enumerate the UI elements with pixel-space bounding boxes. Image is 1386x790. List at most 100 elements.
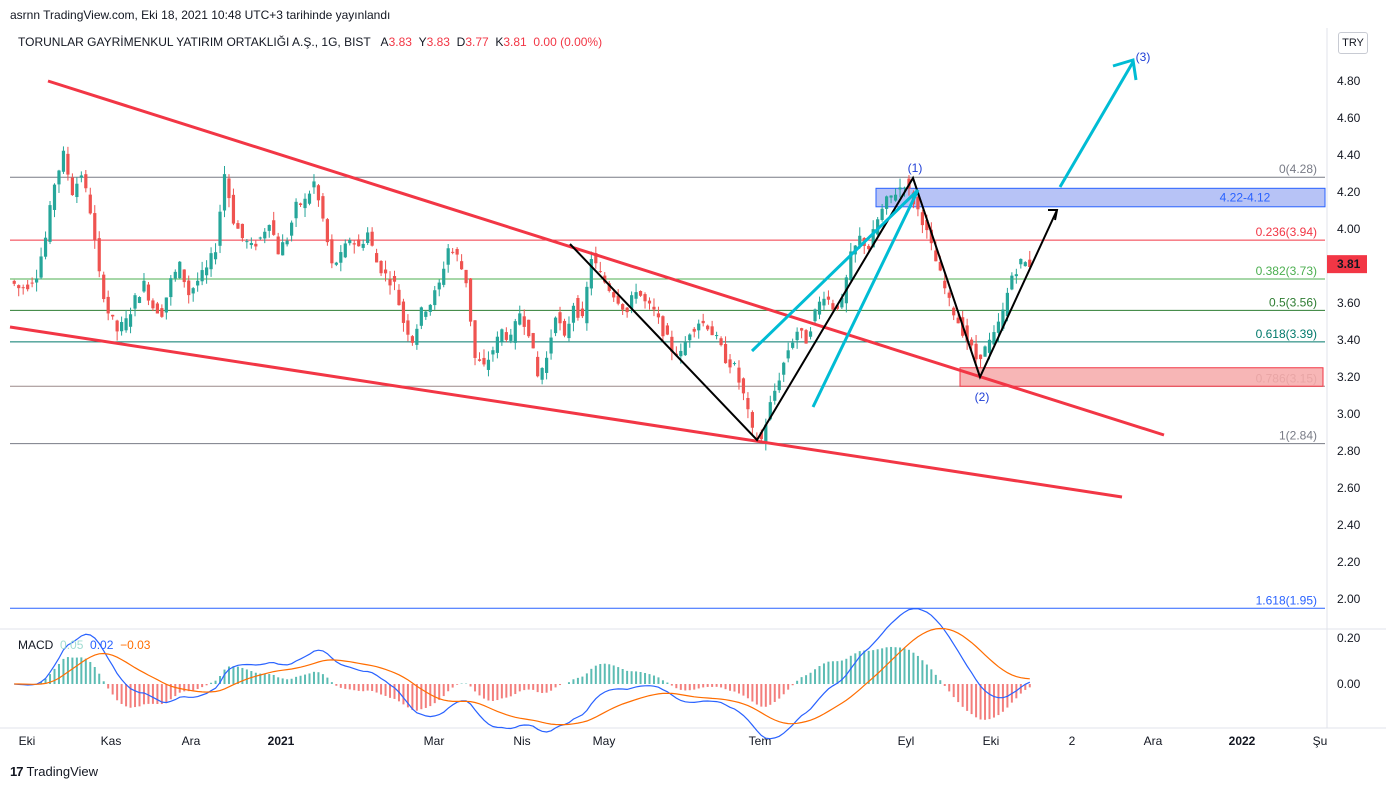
candle-body bbox=[831, 303, 835, 310]
time-axis: Eki Kas Ara 2021 Mar Nis May Tem Eyl Eki 2 Ara 2022 Ş… bbox=[19, 734, 1328, 748]
symbol-legend: TORUNLAR GAYRİMENKUL YATIRIM ORTAKLIĞI A… bbox=[18, 35, 602, 49]
candle-body bbox=[1001, 309, 1005, 329]
low-value: 3.77 bbox=[465, 35, 489, 49]
candle-body bbox=[307, 193, 312, 204]
time-tick-label: Şu bbox=[1313, 734, 1328, 748]
candle-body bbox=[840, 297, 844, 308]
time-tick-label: May bbox=[593, 734, 616, 748]
symbol-name: TORUNLAR GAYRİMENKUL YATIRIM ORTAKLIĞI A… bbox=[18, 35, 371, 49]
fib-level-label: 0.618(3.39) bbox=[1256, 327, 1317, 341]
candle-body bbox=[607, 283, 611, 291]
tradingview-logo-icon: 17 bbox=[10, 764, 24, 779]
candle-body bbox=[26, 284, 30, 290]
drawings: (1) (2) (3) bbox=[9, 50, 1165, 499]
candle-body bbox=[826, 296, 831, 300]
candle-body bbox=[813, 309, 817, 322]
candle-body bbox=[889, 195, 893, 198]
candle-body bbox=[39, 256, 43, 278]
candle-body bbox=[57, 170, 61, 185]
candle-body bbox=[84, 174, 88, 189]
candle-body bbox=[768, 402, 772, 420]
candle-body bbox=[902, 187, 907, 189]
candle-body bbox=[634, 292, 638, 299]
candle-body bbox=[616, 295, 620, 304]
candle-body bbox=[1010, 275, 1014, 290]
candle-body bbox=[531, 333, 535, 349]
candle-body bbox=[522, 316, 526, 327]
fib-retracement: 0(4.28) 0.236(3.94) 0.382(3.73) 0.5(3.56) 0.… bbox=[10, 162, 1325, 609]
candle-body bbox=[406, 320, 410, 335]
candle-body bbox=[486, 359, 491, 370]
candle-body bbox=[124, 318, 128, 331]
candle-body bbox=[218, 211, 222, 246]
time-tick-label: Ara bbox=[1144, 734, 1163, 748]
candle-body bbox=[867, 245, 871, 250]
wave-path bbox=[569, 175, 1058, 442]
time-tick-label: Kas bbox=[101, 734, 122, 748]
time-tick-label: 2022 bbox=[1229, 734, 1256, 748]
candle-body bbox=[102, 274, 106, 300]
fib-level-label: 0(4.28) bbox=[1279, 162, 1317, 176]
macd-label: MACD bbox=[18, 638, 54, 652]
candle-body bbox=[710, 326, 714, 336]
currency-button[interactable]: TRY bbox=[1338, 32, 1368, 54]
candle-body bbox=[978, 354, 983, 360]
candle-body bbox=[594, 253, 598, 264]
candle-body bbox=[692, 328, 696, 332]
candle-body bbox=[227, 178, 231, 199]
candle-body bbox=[146, 284, 151, 301]
candle-body bbox=[339, 252, 343, 263]
candle-body bbox=[17, 285, 21, 289]
high-value: 3.83 bbox=[426, 35, 450, 49]
candle-body bbox=[79, 175, 83, 178]
candle-body bbox=[741, 378, 746, 394]
candle-body bbox=[88, 194, 92, 214]
candle-body bbox=[294, 201, 298, 219]
candle-body bbox=[330, 239, 334, 264]
candle-body bbox=[817, 301, 822, 315]
candle-body bbox=[656, 313, 661, 318]
candle-body bbox=[509, 334, 513, 341]
candle-body bbox=[272, 220, 276, 235]
candle-body bbox=[1014, 274, 1018, 277]
support-zone bbox=[959, 367, 1324, 387]
price-tick-label: 3.00 bbox=[1337, 407, 1361, 421]
zones: 4.22-4.12 bbox=[875, 187, 1326, 387]
candle-body bbox=[804, 330, 808, 344]
candle-body bbox=[638, 290, 643, 296]
fib-level-label: 0.5(3.56) bbox=[1269, 295, 1317, 309]
candle-body bbox=[30, 282, 34, 284]
candle-body bbox=[925, 219, 929, 231]
candles bbox=[12, 146, 1032, 451]
candle-body bbox=[473, 320, 477, 358]
time-tick-label: Tem bbox=[749, 734, 772, 748]
candle-body bbox=[464, 269, 468, 284]
candle-body bbox=[231, 194, 236, 224]
candle-body bbox=[285, 240, 289, 245]
candle-body bbox=[482, 357, 486, 365]
last-price-value: 3.81 bbox=[1337, 257, 1361, 271]
candle-body bbox=[142, 280, 146, 292]
candle-body bbox=[723, 344, 728, 364]
candle-body bbox=[500, 329, 504, 342]
candle-body bbox=[661, 316, 665, 337]
close-value: 3.81 bbox=[503, 35, 527, 49]
candle-body bbox=[992, 332, 996, 345]
candle-body bbox=[1019, 258, 1023, 265]
candle-body bbox=[477, 359, 482, 361]
price-tick-label: 2.60 bbox=[1337, 481, 1361, 495]
upper-trendline bbox=[47, 79, 1165, 437]
candle-body bbox=[791, 342, 795, 348]
macd-pane: 0.20 0.00 bbox=[14, 608, 1361, 740]
candle-body bbox=[460, 261, 464, 270]
price-tick-label: 3.60 bbox=[1337, 296, 1361, 310]
candle-body bbox=[366, 232, 370, 243]
candle-body bbox=[133, 295, 137, 309]
wave-label-1: (1) bbox=[908, 161, 923, 175]
open-value: 3.83 bbox=[388, 35, 412, 49]
candle-body bbox=[316, 185, 321, 201]
candle-body bbox=[178, 261, 182, 279]
candle-body bbox=[652, 306, 656, 310]
candle-body bbox=[428, 304, 432, 312]
